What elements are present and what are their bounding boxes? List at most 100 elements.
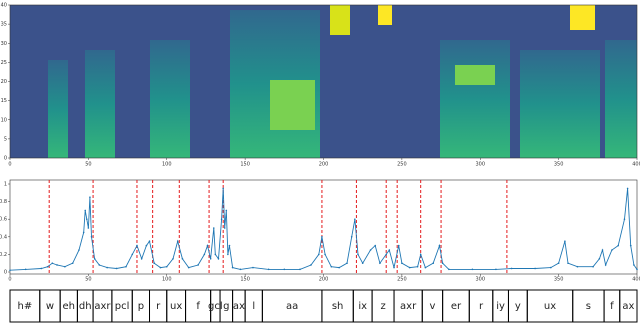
point: [125, 265, 127, 268]
segment-label: f: [610, 301, 614, 312]
point: [9, 269, 11, 272]
segment: [619, 289, 638, 323]
point: [629, 244, 632, 247]
point: [350, 236, 353, 238]
point: [441, 262, 444, 265]
spectrogram: [10, 5, 637, 158]
x-tick-label: 100: [162, 277, 172, 283]
x-tick-label: 350: [554, 277, 564, 283]
y-tick-label: 0.2: [0, 252, 7, 258]
point: [267, 268, 270, 271]
y-tick-label: 10: [1, 117, 7, 123]
point: [611, 249, 613, 251]
point: [206, 244, 209, 247]
segment-label: axr: [94, 301, 111, 312]
segment-label: z: [380, 301, 385, 312]
segment-label: pcl: [115, 301, 130, 312]
x-tick-label: 0: [8, 162, 11, 168]
point: [181, 258, 184, 260]
point: [56, 264, 58, 266]
point: [140, 258, 143, 260]
x-tick-label: 350: [554, 162, 564, 168]
point: [217, 258, 220, 260]
point: [231, 266, 234, 269]
segment-label: ax: [622, 301, 634, 312]
x-tick-label: 150: [240, 162, 250, 168]
point: [84, 209, 87, 212]
point: [227, 253, 229, 256]
point: [24, 268, 27, 271]
point: [115, 267, 118, 270]
y-tick-label: 5: [4, 136, 7, 142]
segment-label: ax: [233, 301, 245, 312]
point: [567, 262, 569, 265]
x-tick-label: 300: [475, 162, 485, 168]
point: [592, 265, 594, 268]
point: [159, 266, 162, 269]
point: [299, 268, 301, 271]
x-tick-label: 400: [632, 277, 640, 283]
segment-label: axr: [400, 301, 417, 312]
point: [145, 244, 148, 247]
segment-label: y: [515, 301, 521, 312]
segment-label: dh: [79, 301, 92, 312]
point: [90, 236, 93, 238]
y-tick-label: 0.4: [0, 234, 7, 240]
segment-label: w: [46, 301, 54, 312]
point: [416, 265, 419, 268]
point: [223, 227, 226, 229]
segment-label: er: [451, 301, 462, 312]
segment-label: aa: [286, 301, 298, 312]
point: [357, 253, 359, 256]
point: [310, 264, 312, 266]
point: [209, 258, 212, 260]
point: [172, 258, 174, 260]
point: [438, 244, 441, 247]
point: [93, 258, 96, 260]
point: [220, 218, 223, 220]
y-tick-label: 25: [1, 60, 7, 66]
point: [617, 244, 619, 247]
x-tick-label: 250: [397, 277, 407, 283]
segment-label: f: [196, 301, 200, 312]
point: [369, 249, 372, 251]
point: [564, 240, 566, 242]
point: [176, 240, 179, 242]
point: [165, 265, 168, 268]
point: [408, 266, 411, 269]
point: [419, 253, 422, 256]
point: [549, 266, 552, 269]
point: [385, 253, 388, 256]
y-tick-label: 0.8: [0, 199, 7, 205]
point: [374, 244, 377, 247]
x-tick-label: 150: [240, 277, 250, 283]
x-tick-label: 50: [85, 277, 91, 283]
segment-label: g: [223, 301, 229, 312]
point: [82, 231, 85, 234]
point: [214, 253, 217, 256]
x-tick-label: 200: [319, 162, 329, 168]
plot-frame: [9, 179, 638, 275]
x-tick-label: 50: [85, 162, 91, 168]
x-tick-label: 300: [475, 277, 485, 283]
point: [40, 267, 43, 270]
point: [197, 264, 199, 266]
point: [346, 262, 348, 265]
segment-label: r: [156, 301, 161, 312]
point: [354, 218, 356, 220]
point: [510, 267, 513, 270]
point: [338, 266, 340, 269]
point: [321, 236, 323, 238]
y-tick-label: 0: [4, 156, 7, 162]
point: [252, 266, 254, 269]
point: [626, 187, 629, 190]
point: [225, 209, 228, 212]
point: [361, 262, 364, 265]
point: [106, 266, 108, 269]
segment-label: iy: [496, 301, 505, 312]
point: [330, 265, 333, 268]
point: [495, 268, 497, 271]
x-tick-label: 400: [632, 162, 640, 168]
point: [131, 253, 134, 256]
